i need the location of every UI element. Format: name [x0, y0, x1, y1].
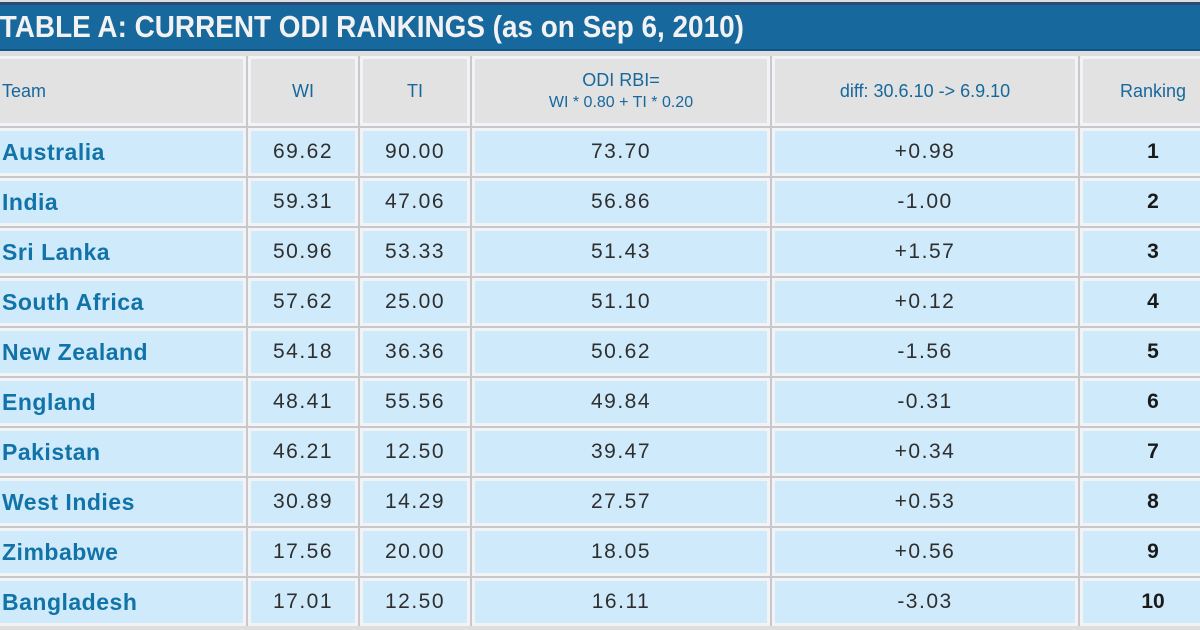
column-header-diff: diff: 30.6.10 -> 6.9.10 — [772, 56, 1078, 126]
team-name: Australia — [0, 128, 246, 176]
table-title-bar: TABLE A: CURRENT ODI RANKINGS (as on Sep… — [0, 2, 1200, 51]
odi-rbi-value: 49.84 — [472, 378, 770, 426]
odi-rbi-value: 50.62 — [472, 328, 770, 376]
team-name: Bangladesh — [0, 578, 246, 626]
team-name: India — [0, 178, 246, 226]
column-header-odi-rbi: ODI RBI= WI * 0.80 + TI * 0.20 — [472, 56, 770, 126]
ranking-value: 10 — [1080, 578, 1200, 626]
diff-value: +0.34 — [772, 428, 1078, 476]
column-header-team: Team — [0, 56, 246, 126]
ranking-value: 5 — [1080, 328, 1200, 376]
ranking-value: 8 — [1080, 478, 1200, 526]
column-header-ti: TI — [360, 56, 470, 126]
odi-rbi-value: 27.57 — [472, 478, 770, 526]
ti-value: 47.06 — [360, 178, 470, 226]
team-name: Pakistan — [0, 428, 246, 476]
wi-value: 69.62 — [248, 128, 358, 176]
diff-value: +0.98 — [772, 128, 1078, 176]
wi-value: 54.18 — [248, 328, 358, 376]
ti-value: 90.00 — [360, 128, 470, 176]
team-name: Sri Lanka — [0, 228, 246, 276]
ranking-value: 6 — [1080, 378, 1200, 426]
diff-value: +0.53 — [772, 478, 1078, 526]
wi-value: 17.56 — [248, 528, 358, 576]
wi-value: 59.31 — [248, 178, 358, 226]
odi-rbi-header-line1: ODI RBI= — [582, 70, 660, 91]
column-header-wi: WI — [248, 56, 358, 126]
odi-rbi-value: 56.86 — [472, 178, 770, 226]
team-name: England — [0, 378, 246, 426]
ti-value: 14.29 — [360, 478, 470, 526]
diff-value: -0.31 — [772, 378, 1078, 426]
diff-value: +0.12 — [772, 278, 1078, 326]
column-header-ranking: Ranking — [1080, 56, 1200, 126]
team-name: South Africa — [0, 278, 246, 326]
wi-value: 46.21 — [248, 428, 358, 476]
team-name: New Zealand — [0, 328, 246, 376]
odi-rbi-value: 51.10 — [472, 278, 770, 326]
wi-value: 50.96 — [248, 228, 358, 276]
team-name: West Indies — [0, 478, 246, 526]
ti-value: 25.00 — [360, 278, 470, 326]
diff-value: -1.00 — [772, 178, 1078, 226]
ranking-value: 7 — [1080, 428, 1200, 476]
wi-value: 57.62 — [248, 278, 358, 326]
diff-value: +0.56 — [772, 528, 1078, 576]
wi-value: 17.01 — [248, 578, 358, 626]
table-title: TABLE A: CURRENT ODI RANKINGS (as on Sep… — [0, 9, 744, 44]
ranking-value: 4 — [1080, 278, 1200, 326]
ranking-value: 9 — [1080, 528, 1200, 576]
ranking-value: 2 — [1080, 178, 1200, 226]
odi-rbi-value: 51.43 — [472, 228, 770, 276]
wi-value: 48.41 — [248, 378, 358, 426]
ti-value: 12.50 — [360, 428, 470, 476]
odi-rbi-value: 18.05 — [472, 528, 770, 576]
ranking-value: 3 — [1080, 228, 1200, 276]
diff-value: -1.56 — [772, 328, 1078, 376]
team-name: Zimbabwe — [0, 528, 246, 576]
ti-value: 12.50 — [360, 578, 470, 626]
odi-rbi-value: 73.70 — [472, 128, 770, 176]
odi-rbi-value: 39.47 — [472, 428, 770, 476]
diff-value: +1.57 — [772, 228, 1078, 276]
ti-value: 53.33 — [360, 228, 470, 276]
ti-value: 36.36 — [360, 328, 470, 376]
odi-rbi-header-line2: WI * 0.80 + TI * 0.20 — [548, 94, 694, 112]
odi-rankings-table: Team WI TI ODI RBI= WI * 0.80 + TI * 0.2… — [0, 56, 1200, 626]
wi-value: 30.89 — [248, 478, 358, 526]
diff-value: -3.03 — [772, 578, 1078, 626]
ti-value: 55.56 — [360, 378, 470, 426]
ranking-value: 1 — [1080, 128, 1200, 176]
odi-rbi-value: 16.11 — [472, 578, 770, 626]
ti-value: 20.00 — [360, 528, 470, 576]
